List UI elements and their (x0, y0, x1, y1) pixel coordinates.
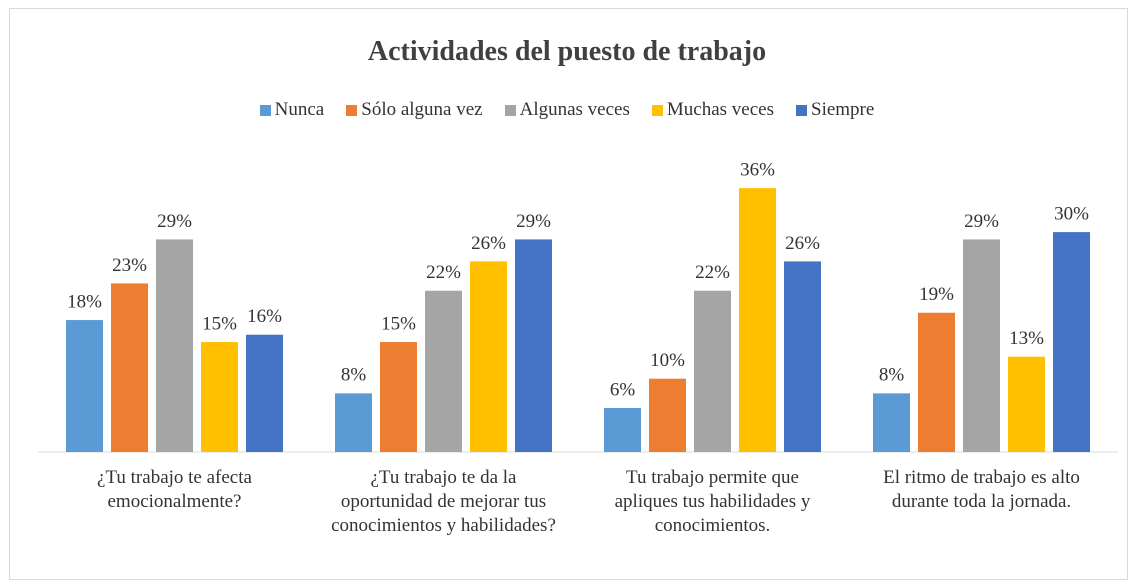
legend-item: Muchas veces (651, 99, 774, 121)
data-label: 29% (157, 211, 192, 232)
data-label: 15% (381, 313, 416, 334)
bar (1053, 232, 1090, 452)
bar (201, 342, 238, 452)
bar (649, 378, 686, 452)
legend-swatch (796, 104, 807, 116)
bar (380, 342, 417, 452)
data-label: 6% (610, 379, 636, 400)
bar (156, 239, 193, 452)
legend-item: Sólo alguna vez (346, 99, 483, 121)
data-label: 8% (879, 365, 905, 386)
chart-border (9, 8, 1128, 580)
bar (604, 408, 641, 452)
data-label: 22% (426, 262, 461, 283)
bar (335, 393, 372, 452)
data-label: 18% (67, 291, 102, 312)
bar (111, 283, 148, 452)
data-label: 16% (247, 306, 282, 327)
data-label: 29% (964, 211, 999, 232)
data-label: 10% (650, 350, 685, 371)
bar (963, 239, 1000, 452)
legend: Nunca Sólo alguna vez Algunas veces Muchas … (0, 99, 1134, 121)
bar (784, 261, 821, 452)
legend-item: Siempre (796, 99, 874, 121)
legend-label: Nunca (274, 99, 325, 120)
legend-item: Algunas veces (504, 99, 630, 121)
bar (694, 290, 731, 452)
bar (470, 261, 507, 452)
legend-swatch (259, 104, 271, 116)
data-label: 30% (1054, 203, 1089, 224)
x-tick-label: Tu trabajo permite que apliques tus habi… (614, 467, 811, 536)
data-label: 15% (202, 313, 237, 334)
legend-swatch (504, 104, 516, 116)
data-label: 36% (740, 159, 775, 180)
data-label: 8% (341, 365, 367, 386)
data-label: 13% (1009, 328, 1044, 349)
data-label: 26% (785, 233, 820, 254)
data-label: 22% (695, 262, 730, 283)
bar (873, 393, 910, 452)
bar (515, 239, 552, 452)
legend-swatch (651, 104, 663, 116)
legend-item: Nunca (259, 99, 325, 121)
legend-label: Siempre (811, 99, 875, 120)
legend-label: Muchas veces (666, 99, 774, 120)
data-label: 23% (112, 255, 147, 276)
legend-swatch (346, 104, 358, 116)
bar (1008, 356, 1045, 452)
data-label: 29% (516, 211, 551, 232)
data-label: 19% (919, 284, 954, 305)
legend-label: Sólo alguna vez (361, 99, 483, 120)
bar (246, 334, 283, 452)
bar (739, 188, 776, 452)
legend-label: Algunas veces (519, 99, 630, 120)
bar (66, 320, 103, 452)
chart-title: Actividades del puesto de trabajo (367, 36, 767, 67)
bar (918, 312, 955, 452)
x-tick-label: El ritmo de trabajo es alto durante toda… (883, 467, 1080, 512)
x-tick-label: ¿Tu trabajo te da la oportunidad de mejo… (331, 467, 556, 536)
data-label: 26% (471, 233, 506, 254)
x-tick-label: ¿Tu trabajo te afecta emocionalmente? (97, 467, 252, 512)
bar (425, 290, 462, 452)
